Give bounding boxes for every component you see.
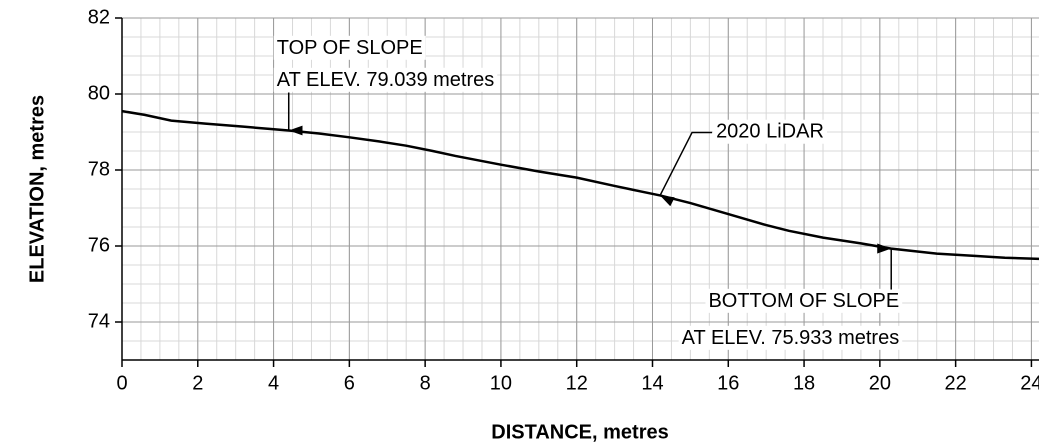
x-tick-label: 24 [1020, 372, 1039, 394]
annotation: BOTTOM OF SLOPE AT ELEV. 75.933 metres [678, 243, 903, 350]
annotation-bg [273, 35, 426, 60]
annotation-bg [273, 67, 498, 92]
annotation-bg [678, 325, 903, 350]
y-tick-label: 74 [88, 310, 110, 332]
x-tick-label: 18 [793, 372, 815, 394]
y-tick-label: 78 [88, 158, 110, 180]
x-axis-label: DISTANCE, metres [491, 421, 668, 443]
x-tick-label: 6 [344, 372, 355, 394]
x-tick-label: 10 [490, 372, 512, 394]
x-tick-label: 14 [641, 372, 663, 394]
x-tick-label: 12 [566, 372, 588, 394]
y-tick-label: 76 [88, 234, 110, 256]
x-tick-label: 4 [268, 372, 279, 394]
marks: TOP OF SLOPE AT ELEV. 79.039 metres 2020 L… [122, 35, 1039, 350]
annotation-text: 2020 LiDAR [716, 121, 824, 143]
y-axis-label: ELEVATION, metres [26, 95, 48, 283]
annotation-leader [659, 131, 713, 207]
x-tick-label: 0 [116, 372, 127, 394]
x-tick-label: 2 [192, 372, 203, 394]
annotation-text: AT ELEV. 75.933 metres [682, 327, 900, 349]
annotation-bg [705, 288, 903, 313]
y-tick-label: 80 [88, 82, 110, 104]
annotation-text: BOTTOM OF SLOPE [708, 290, 899, 312]
x-tick-label: 20 [869, 372, 891, 394]
y-tick-label: 82 [88, 6, 110, 28]
annotation-text: AT ELEV. 79.039 metres [277, 69, 495, 91]
annotation-text: TOP OF SLOPE [277, 37, 423, 59]
x-tick-label: 22 [945, 372, 967, 394]
annotation-bg [713, 119, 827, 144]
annotation: 2020 LiDAR [659, 119, 827, 207]
x-tick-label: 16 [717, 372, 739, 394]
annotation: TOP OF SLOPE AT ELEV. 79.039 metres [273, 35, 498, 136]
x-tick-label: 8 [420, 372, 431, 394]
data-line [122, 109, 1039, 261]
